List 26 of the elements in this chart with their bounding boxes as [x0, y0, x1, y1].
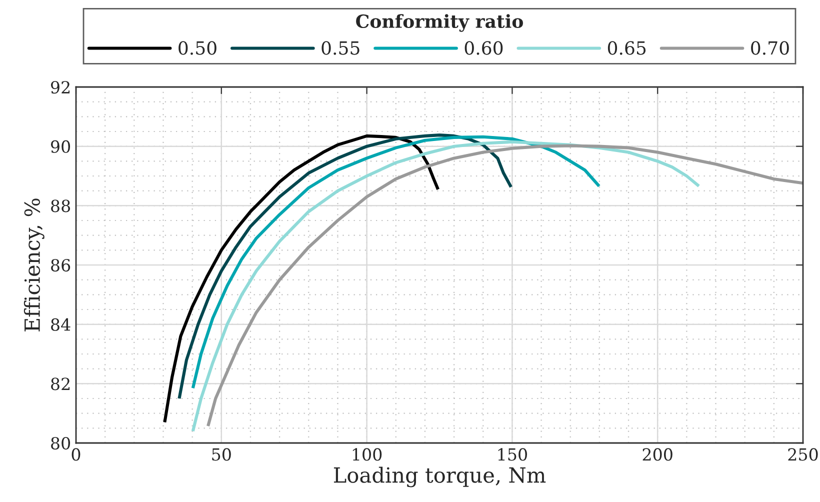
y-tick-label: 80: [51, 436, 70, 450]
x-tick-label: 200: [642, 448, 672, 461]
x-tick-label: 250: [788, 448, 818, 461]
line-series: [191, 135, 601, 390]
legend-label: 0.70: [751, 41, 789, 55]
y-tick-label: 82: [51, 378, 70, 390]
x-tick-label: 50: [212, 448, 231, 461]
x-axis-title: Loading torque, Nm: [334, 466, 546, 488]
line-series: [191, 140, 700, 433]
line-series: [206, 144, 803, 428]
legend-label: 0.50: [178, 41, 216, 55]
x-tick-label: 150: [498, 448, 527, 461]
legend-label: 0.55: [322, 41, 360, 55]
line-series: [163, 134, 440, 424]
legend-label: 0.65: [608, 41, 646, 55]
y-axis-title: Efficiency, %: [24, 198, 44, 332]
y-tick-label: 92: [50, 80, 70, 94]
y-tick-label: 90: [50, 140, 70, 153]
y-tick-label: 84: [51, 318, 70, 331]
legend-title: Conformity ratio: [356, 14, 523, 32]
x-tick-label: 0: [72, 448, 80, 461]
y-tick-label: 88: [51, 200, 70, 212]
y-tick-label: 86: [51, 258, 70, 272]
legend-label: 0.60: [464, 41, 503, 55]
x-tick-label: 100: [352, 448, 382, 461]
line-series: [178, 134, 513, 400]
